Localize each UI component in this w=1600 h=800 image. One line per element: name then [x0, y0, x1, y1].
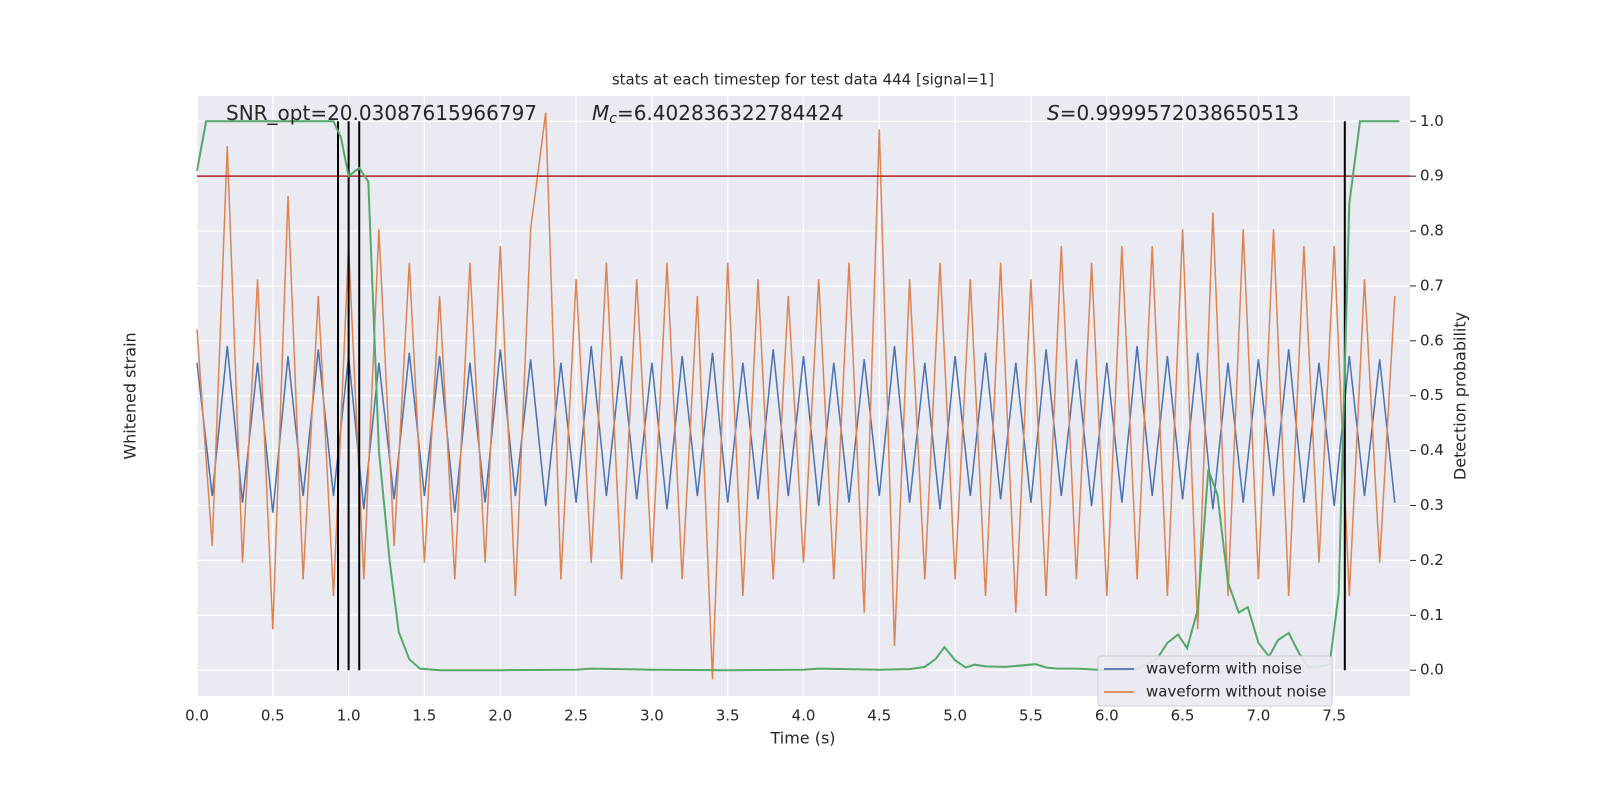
annotation-text: =6.402836322784424 [617, 101, 844, 125]
annotation: Mc=6.402836322784424 [592, 101, 844, 128]
series-line [196, 112, 1396, 680]
y2-tick-label: 0.5 [1420, 386, 1444, 404]
y2-tick-label: 0.2 [1420, 551, 1444, 569]
annotation-symbol: S [1047, 101, 1060, 125]
y2-tick-label: 0.3 [1420, 496, 1444, 514]
y2-tick-label: 0.4 [1420, 441, 1444, 459]
legend-label: waveform without noise [1146, 683, 1326, 701]
x-tick-label: 1.0 [337, 707, 361, 725]
x-tick-label: 7.5 [1322, 707, 1346, 725]
x-tick-label: 6.0 [1095, 707, 1119, 725]
y2-tick-label: 0.6 [1420, 331, 1444, 349]
annotation: S=0.9999572038650513 [1047, 101, 1299, 125]
x-tick-label: 0.0 [185, 707, 209, 725]
x-tick-label: 5.0 [943, 707, 967, 725]
x-tick-label: 6.5 [1171, 707, 1195, 725]
x-tick-label: 2.0 [488, 707, 512, 725]
chart-title: stats at each timestep for test data 444… [612, 71, 994, 89]
x-tick-label: 2.5 [564, 707, 588, 725]
x-axis-label: Time (s) [769, 729, 835, 748]
legend-label: waveform with noise [1146, 660, 1302, 678]
y2-tick-label: 0.9 [1420, 167, 1444, 185]
y2-axis-label: Detection probability [1451, 312, 1470, 480]
x-tick-label: 4.5 [867, 707, 891, 725]
annotation-text: SNR_opt=20.03087615966797 [226, 101, 537, 125]
x-tick-label: 4.0 [792, 707, 816, 725]
x-tick-label: 1.5 [413, 707, 437, 725]
y2-tick-label: 0.8 [1420, 222, 1444, 240]
y2-tick-label: 1.0 [1420, 112, 1444, 130]
annotation-subscript: c [609, 111, 617, 127]
y2-tick-label: 0.0 [1420, 661, 1444, 679]
x-tick-label: 3.5 [716, 707, 740, 725]
annotation-text: =0.9999572038650513 [1060, 101, 1299, 125]
y-axis-label: Whitened strain [121, 332, 140, 459]
x-tick-label: 5.5 [1019, 707, 1043, 725]
probability-line [196, 120, 1400, 672]
x-tick-label: 3.0 [640, 707, 664, 725]
y2-tick-label: 0.1 [1420, 606, 1444, 624]
annotation-symbol: M [592, 101, 609, 125]
legend-box [1097, 655, 1333, 707]
x-tick-label: 0.5 [261, 707, 285, 725]
annotation: SNR_opt=20.03087615966797 [226, 101, 537, 125]
y2-tick-label: 0.7 [1420, 276, 1444, 294]
x-tick-label: 7.0 [1246, 707, 1270, 725]
